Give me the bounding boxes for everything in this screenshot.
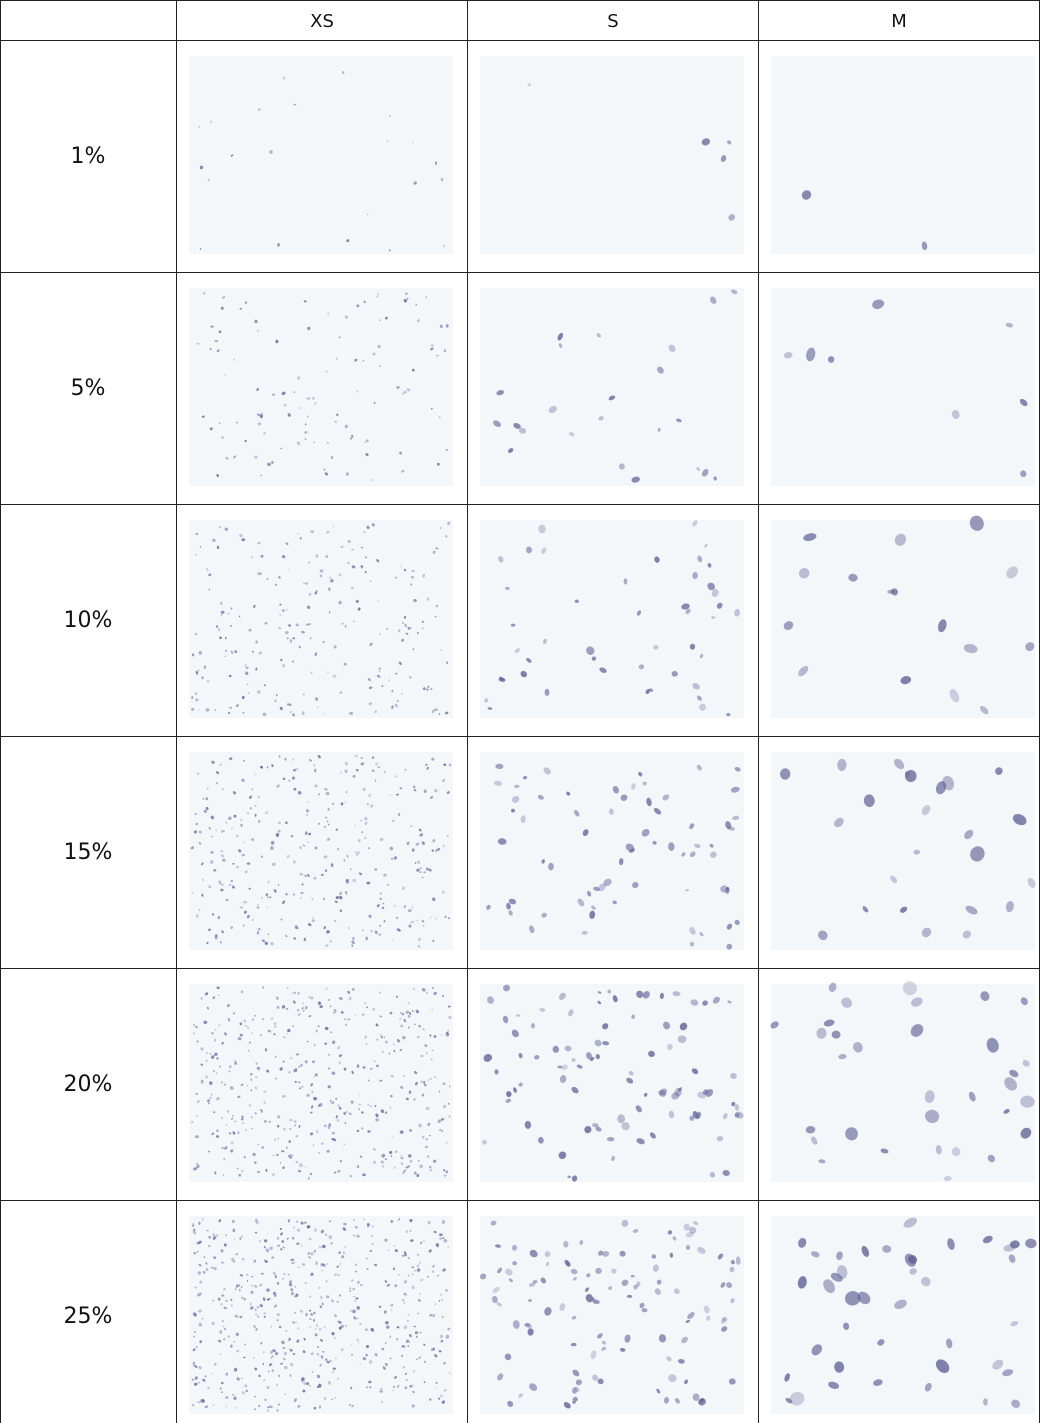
particle (309, 996, 310, 998)
image-background (771, 520, 1035, 718)
particle (345, 802, 347, 804)
column-header: XS (310, 11, 334, 32)
image-background (771, 1216, 1035, 1414)
particle (287, 1029, 290, 1032)
particle (211, 1055, 214, 1059)
row-label: 1% (71, 144, 106, 169)
row-label: 10% (64, 608, 113, 633)
image-background (771, 752, 1035, 950)
sample-image (189, 752, 453, 950)
page: XSSM1%5%10%15%20%25% (() => { const data… (0, 0, 1040, 1423)
particle (241, 538, 245, 541)
particle (233, 1229, 236, 1233)
sample-image (771, 56, 1035, 254)
row-label: 20% (64, 1072, 113, 1097)
image-background (480, 288, 744, 486)
particle (410, 1239, 413, 1242)
sample-image (189, 1216, 453, 1414)
image-background (189, 984, 453, 1182)
image-background (480, 520, 744, 718)
row-label: 15% (64, 840, 113, 865)
sample-image (769, 978, 1035, 1182)
image-background (480, 984, 744, 1182)
particle (391, 858, 393, 860)
particle (422, 1136, 424, 1139)
sample-image (480, 519, 744, 718)
sample-image (189, 520, 453, 718)
image-background (480, 752, 744, 950)
particle (194, 1252, 196, 1254)
particle (418, 945, 421, 947)
image-background (771, 288, 1035, 486)
particle (423, 871, 426, 873)
sample-image (189, 288, 453, 486)
image-background (771, 56, 1035, 254)
sample-image (480, 56, 744, 254)
image-background (189, 56, 453, 254)
image-background (480, 1216, 744, 1414)
particle (983, 1398, 988, 1406)
particle (225, 656, 227, 657)
column-header: S (607, 11, 618, 32)
sample-image (771, 514, 1036, 718)
sample-image (480, 984, 745, 1183)
image-background (189, 520, 453, 718)
sample-image (771, 1215, 1037, 1414)
particle (274, 1022, 277, 1025)
particle (247, 863, 251, 865)
size-concentration-table: XS S M 1% 5% 10% 15% 20% 25% (0, 0, 1040, 1423)
particle (281, 1150, 284, 1152)
row-label: 5% (71, 376, 106, 401)
sample-image (479, 1216, 744, 1414)
particle (417, 861, 420, 864)
sample-image (189, 56, 453, 254)
column-header: M (891, 11, 907, 32)
sample-image (771, 288, 1035, 486)
image-background (771, 984, 1035, 1182)
image-background (189, 288, 453, 486)
sample-image (480, 752, 744, 951)
row-label: 25% (64, 1304, 113, 1329)
sample-image (480, 288, 744, 486)
image-background (480, 56, 744, 254)
sample-image (189, 984, 453, 1182)
particle (197, 1251, 199, 1253)
sample-image (771, 752, 1037, 950)
